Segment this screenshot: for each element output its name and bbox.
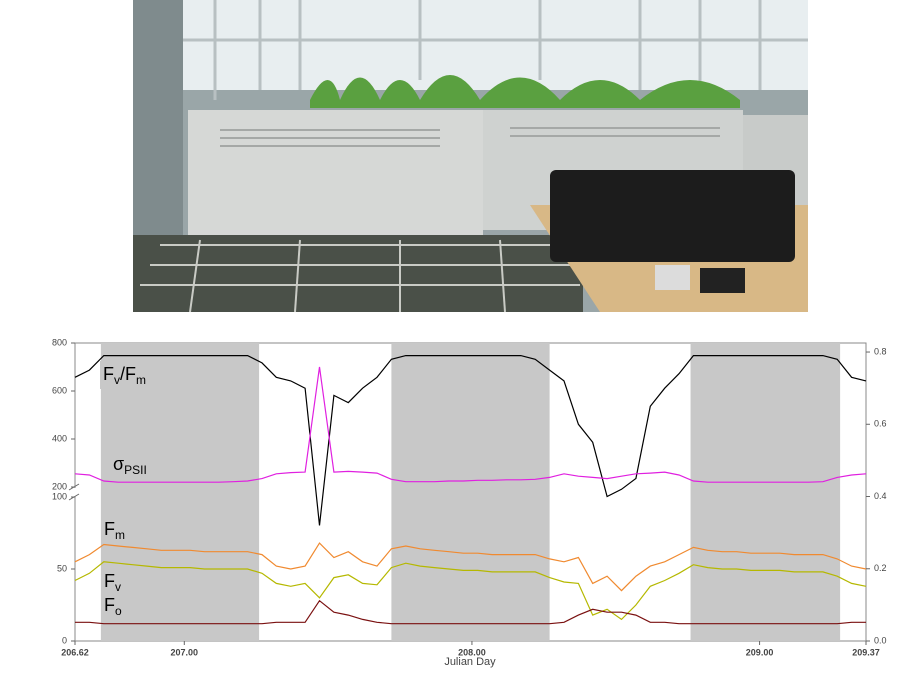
floor-grid xyxy=(133,235,583,312)
series-label-part: m xyxy=(136,373,146,387)
device xyxy=(655,265,690,290)
night-shade xyxy=(100,343,260,641)
device-dark xyxy=(700,268,745,293)
series-label-part: F xyxy=(104,519,115,539)
series-label-part: o xyxy=(115,604,122,618)
x-tick-label: 208.00 xyxy=(458,647,486,657)
series-line xyxy=(75,599,866,625)
bench-left xyxy=(188,110,483,240)
y-tick-label: 200 xyxy=(52,481,67,491)
series-label: Fm xyxy=(104,519,125,542)
x-tick-label: 207.00 xyxy=(171,647,199,657)
series-line xyxy=(74,542,867,592)
night-shade xyxy=(690,343,841,641)
series-label: Fv/Fm xyxy=(103,364,146,387)
y2-tick-label: 0.8 xyxy=(874,346,887,356)
series-line xyxy=(74,366,867,483)
plants xyxy=(310,75,740,108)
x-tick-label: 209.37 xyxy=(852,647,880,657)
photo xyxy=(133,0,808,313)
series-label-part: F xyxy=(104,571,115,591)
series-line xyxy=(74,561,867,621)
series-label-part: v xyxy=(115,580,121,594)
y2-tick-label: 0.4 xyxy=(874,491,887,501)
instrument xyxy=(550,170,795,262)
y2-tick-label: 0.0 xyxy=(874,635,887,645)
x-axis-title: Julian Day xyxy=(444,656,496,668)
axis-break-gap xyxy=(69,488,81,496)
label-box xyxy=(110,451,162,479)
y-tick-label: 0 xyxy=(62,635,67,645)
y-tick-label: 400 xyxy=(52,433,67,443)
grate xyxy=(140,239,580,313)
series-label-part: σ xyxy=(113,454,124,474)
night-shade xyxy=(391,343,550,641)
y2-tick-label: 0.2 xyxy=(874,563,887,573)
windows xyxy=(133,0,808,90)
bench-vents xyxy=(220,127,720,147)
x-tick-label: 206.62 xyxy=(61,647,89,657)
series-label-part: F xyxy=(104,595,115,615)
series-label-part: PSII xyxy=(124,463,147,477)
y-tick-label: 50 xyxy=(57,563,67,573)
y-tick-label: 600 xyxy=(52,385,67,395)
series-label: Fv xyxy=(104,571,121,594)
series-label: σPSII xyxy=(113,454,147,477)
series-label: Fo xyxy=(104,595,122,618)
series-label-part: v xyxy=(114,373,120,387)
y2-tick-label: 0.6 xyxy=(874,419,887,429)
series-label-part: m xyxy=(115,528,125,542)
y-tick-label: 800 xyxy=(52,337,67,347)
x-tick-label: 209.00 xyxy=(746,647,774,657)
y-tick-label: 100 xyxy=(52,491,67,501)
series-line xyxy=(74,355,867,526)
series-label-part: /F xyxy=(120,364,136,384)
series-label-part: F xyxy=(103,364,114,384)
label-box xyxy=(100,361,168,389)
